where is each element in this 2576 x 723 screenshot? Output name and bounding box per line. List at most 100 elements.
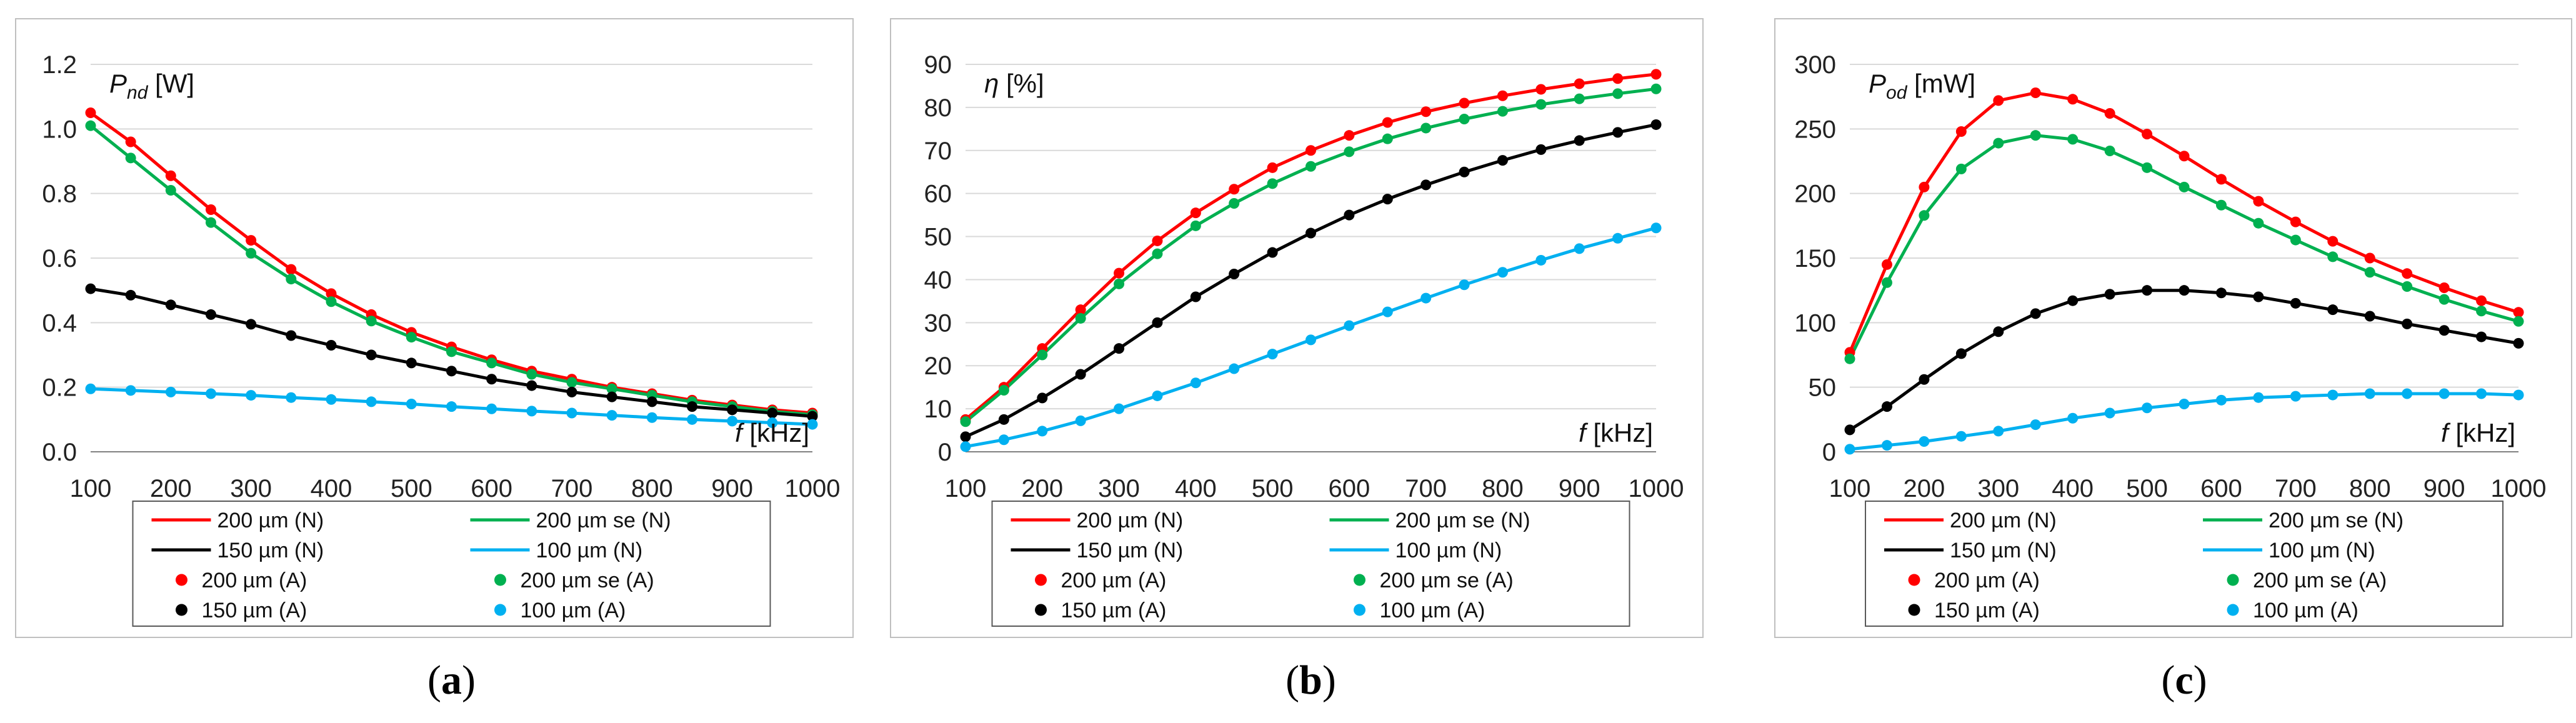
caption-letter: b (1299, 657, 1322, 703)
data-point-100 (406, 399, 417, 410)
data-point-200se (526, 369, 537, 380)
data-point-200 (2215, 174, 2227, 185)
data-point-100 (85, 383, 96, 394)
data-point-200 (1382, 117, 1393, 128)
legend-entry-label: 100 µm (A) (2253, 599, 2359, 622)
data-point-100 (767, 417, 778, 428)
data-point-200 (1075, 304, 1086, 316)
data-point-200se (2513, 316, 2524, 327)
data-point-200se (1612, 88, 1624, 99)
data-point-150 (2364, 311, 2375, 322)
caption-letter: c (2175, 657, 2193, 703)
legend-entry-label: 200 µm (N) (1077, 509, 1184, 532)
x-tick-label: 600 (1329, 475, 1370, 502)
y-tick-label: 0.6 (42, 245, 77, 272)
data-point-200se (165, 185, 176, 196)
legend-entry-label: 200 µm se (N) (2269, 509, 2404, 532)
data-point-100 (2439, 388, 2450, 399)
data-point-150 (1267, 247, 1278, 258)
data-point-100 (1497, 267, 1508, 278)
data-point-150 (2513, 337, 2524, 349)
y-tick-label: 1.2 (42, 51, 77, 79)
data-point-100 (1305, 334, 1316, 346)
legend-entry-label: 200 µm (N) (1950, 509, 2057, 532)
y-tick-label: 0 (938, 439, 952, 466)
chart-frame (1774, 18, 2572, 638)
legend-entry-label: 150 µm (A) (202, 599, 307, 622)
y-tick-label: 60 (924, 181, 952, 208)
legend-entry-label: 200 µm se (N) (536, 509, 671, 532)
data-point-100 (2179, 399, 2190, 410)
x-tick-label: 200 (150, 475, 192, 502)
data-point-150 (2439, 325, 2450, 336)
legend: 200 µm (N) 200 µm se (N) 150 µm (N) 100 µm … (991, 501, 1630, 627)
chart-panel-a: 0.0 0.2 0.4 0.6 0.8 1.0 1.2 100 200 300 400 500 600 7… (15, 18, 854, 703)
data-point-200 (1612, 73, 1624, 84)
caption-open: ( (427, 657, 441, 703)
legend-marker-swatch (176, 574, 187, 586)
y-tick-label: 250 (1794, 116, 1836, 143)
data-point-150 (1535, 144, 1547, 155)
data-point-200 (2439, 282, 2450, 294)
data-point-100 (998, 434, 1009, 446)
legend-marker-swatch (1035, 604, 1047, 616)
data-point-150 (1229, 268, 1240, 279)
data-point-200se (85, 120, 96, 131)
x-tick-label: 500 (1252, 475, 1294, 502)
data-point-200 (1574, 78, 1585, 89)
y-tick-label: 50 (1809, 374, 1837, 402)
legend-entry-label: 200 µm (A) (1061, 569, 1167, 592)
data-point-200 (286, 264, 297, 275)
data-point-150 (406, 357, 417, 369)
data-point-150 (486, 374, 497, 385)
data-point-200se (1267, 178, 1278, 189)
y-axis-label: η [%] (984, 69, 1044, 98)
data-point-200se (1229, 198, 1240, 209)
data-point-200se (326, 296, 337, 307)
data-point-200se (1190, 220, 1201, 231)
legend-box (991, 501, 1630, 627)
data-point-200se (1881, 277, 1892, 288)
data-point-200se (2290, 234, 2301, 246)
data-point-200 (1497, 90, 1508, 101)
x-tick-label: 700 (1405, 475, 1447, 502)
chart-frame (15, 18, 854, 638)
data-point-200 (2104, 108, 2115, 119)
data-point-150 (1037, 392, 1048, 404)
data-point-200se (1459, 113, 1470, 124)
data-point-150 (366, 349, 377, 361)
data-point-100 (165, 386, 176, 397)
data-point-150 (1075, 369, 1086, 380)
x-tick-label: 200 (1021, 475, 1063, 502)
x-tick-label: 800 (1482, 475, 1524, 502)
data-point-100 (2513, 389, 2524, 401)
x-tick-label: 500 (2126, 475, 2168, 502)
data-point-150 (998, 414, 1009, 425)
data-point-100 (1574, 243, 1585, 254)
caption-close: ) (2194, 657, 2207, 703)
y-axis-unit: [W] (147, 69, 194, 98)
data-point-150 (206, 309, 216, 320)
data-point-200se (1152, 248, 1163, 259)
caption-close: ) (1322, 657, 1336, 703)
data-point-200se (1993, 137, 2004, 149)
x-axis-label: f [kHz] (2441, 418, 2515, 447)
panel-caption: (b) (1286, 657, 1336, 703)
legend-entry-label: 200 µm (A) (1934, 569, 2040, 592)
legend-entry-label: 200 µm se (A) (2253, 569, 2387, 592)
legend-entry-label: 150 µm (A) (1934, 599, 2040, 622)
data-point-100 (2327, 389, 2339, 401)
data-point-100 (1844, 444, 1855, 455)
legend-entry-label: 200 µm (N) (217, 509, 324, 532)
data-point-100 (2104, 407, 2115, 419)
y-tick-label: 0.4 (42, 309, 77, 337)
data-point-150 (2253, 291, 2264, 302)
data-point-200 (326, 288, 337, 299)
data-point-100 (2253, 392, 2264, 403)
data-point-150 (1919, 374, 1930, 385)
y-tick-label: 0.8 (42, 181, 77, 208)
data-point-100 (807, 419, 818, 430)
data-point-100 (206, 388, 216, 399)
data-point-100 (960, 441, 971, 452)
